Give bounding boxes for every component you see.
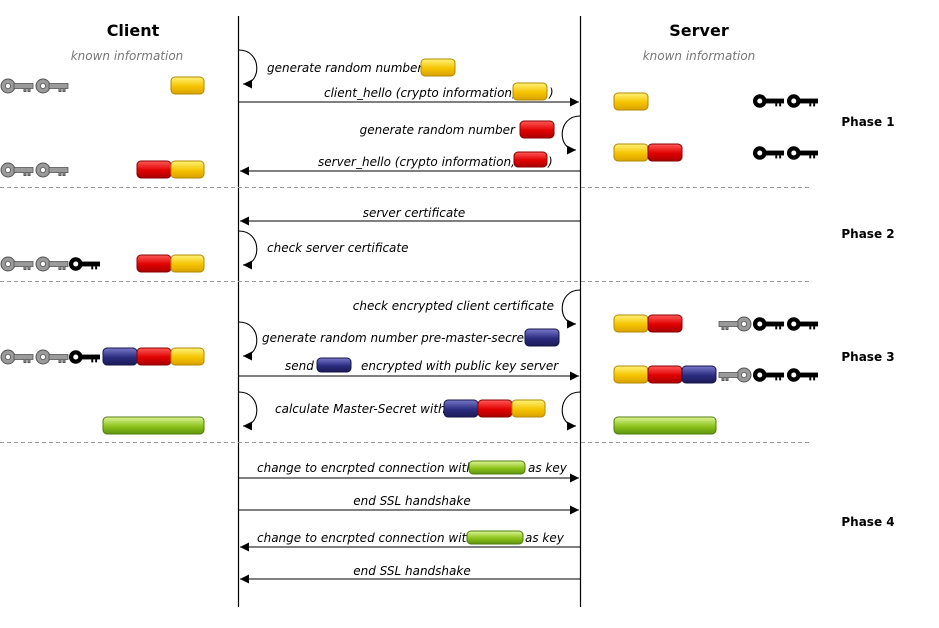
message-generate-pre-master-secret: generate random number pre-master-secret [262,331,530,345]
self-loop-arrow [561,289,581,329]
server-token-yellow [613,143,649,162]
server-key-black-icon [752,368,785,382]
message-end-ssl-handshake-server: end SSL handshake [353,564,470,578]
client-key-black-icon [68,257,101,271]
message-change-to-encrypted-server: change to encrpted connection with [257,531,474,545]
message-end-ssl-handshake-client: end SSL handshake [353,494,470,508]
phase-1-label: Phase 1 [841,115,894,129]
random-number-token-red [519,120,555,139]
client-known-information: known information [71,49,184,63]
server-key-black-icon [786,317,819,331]
self-loop-arrow [238,391,258,431]
client-hello-token-yellow [512,82,548,101]
self-loop-arrow [238,230,258,270]
server-key-black-icon [752,94,785,108]
master-secret-token-red [477,399,513,418]
message-server-certificate: server certificate [363,206,466,220]
phase-2-label: Phase 2 [841,227,894,241]
session-key-token-green [466,530,524,545]
message-generate-random-number-client: generate random number [267,61,423,75]
client-key-grey-icon [35,162,69,178]
session-key-token-green [468,460,526,475]
client-key-grey-icon [0,162,34,178]
master-secret-token-yellow [511,399,546,418]
client-token-red [136,254,172,273]
client-key-grey-icon [0,349,34,365]
message-check-encrypted-client-certificate: check encrypted client certificate [353,299,554,313]
client-header: Client [107,21,160,40]
message-change-to-encrypted-client: change to encrpted connection with [257,461,474,475]
message-client-hello-close: ) [548,86,554,100]
client-token-yellow [170,254,205,273]
server-token-yellow [613,365,649,384]
message-generate-random-number-server: generate random number [360,123,516,137]
message-check-server-certificate: check server certificate [267,241,409,255]
client-token-yellow [170,76,205,95]
message-as-key-server: as key [525,531,565,545]
server-key-black-icon [786,94,819,108]
server-master-secret-token-green [613,416,717,435]
self-loop-arrow [561,391,581,431]
phase-4-label: Phase 4 [841,515,894,529]
message-client-hello: client_hello (crypto information, [324,86,516,100]
server-token-red [647,143,683,162]
server-token-red [647,314,683,333]
message-calculate-master-secret: calculate Master-Secret with [275,402,446,416]
server-key-black-icon [752,146,785,160]
server-key-black-icon [786,368,819,382]
server-hello-token-red [513,151,548,168]
message-encrypted-with-public-key: encrypted with public key server [361,359,559,373]
message-as-key-client: as key [528,461,568,475]
master-secret-token-blue [443,399,479,418]
client-key-black-icon [68,350,101,364]
self-loop-arrow [561,115,581,155]
server-token-blue [681,365,717,384]
pre-master-secret-token-blue [524,328,560,347]
server-token-yellow [613,92,649,111]
client-key-grey-icon [35,349,69,365]
client-token-red [136,347,172,366]
server-header: Server [669,21,729,40]
message-send: send [285,359,314,373]
client-master-secret-token-green [102,416,205,435]
self-loop-arrow [238,321,258,361]
server-key-black-icon [752,317,785,331]
phase-3-label: Phase 3 [841,350,894,364]
send-token-blue [316,357,352,373]
client-key-grey-icon [0,256,34,272]
client-key-grey-icon [0,78,34,94]
client-key-grey-icon [35,256,69,272]
client-key-grey-icon [35,78,69,94]
message-server-hello: server_hello (crypto information, [318,155,515,169]
self-loop-arrow [238,49,258,89]
server-token-yellow [613,314,649,333]
server-key-black-icon [786,146,819,160]
server-key-grey-icon [718,367,752,383]
client-token-yellow [170,347,205,366]
server-key-grey-icon [718,316,752,332]
client-token-yellow [170,160,205,179]
random-number-token-yellow [420,58,456,77]
server-token-red [647,365,683,384]
client-token-blue [102,347,138,366]
client-token-red [136,160,172,179]
message-server-hello-close: ) [547,155,553,169]
server-known-information: known information [643,49,756,63]
